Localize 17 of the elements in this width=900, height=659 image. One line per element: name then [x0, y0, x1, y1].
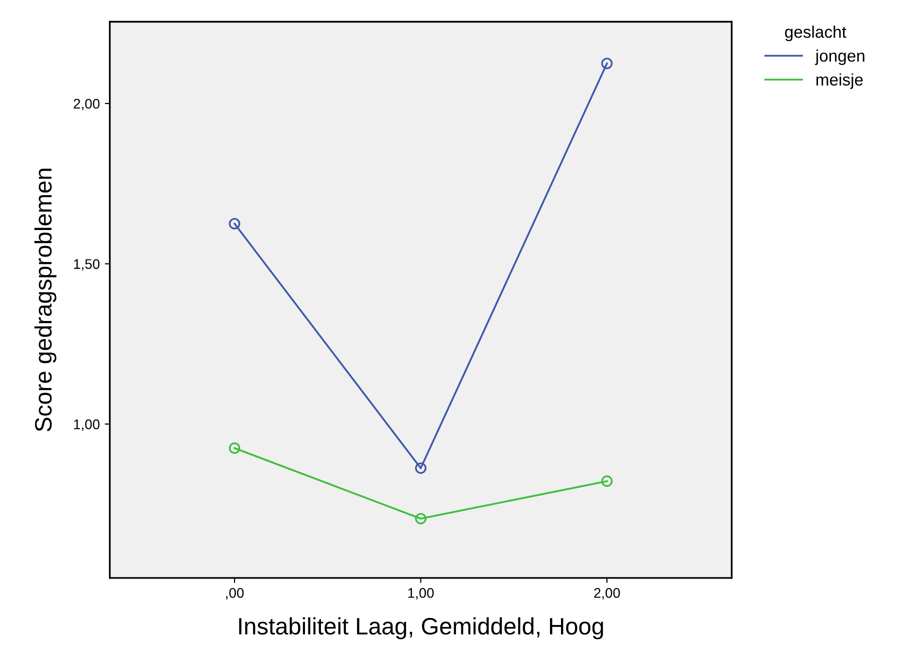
x-tick-label: ,00: [226, 588, 244, 600]
point: [415, 462, 426, 474]
x-tick-label: 2,00: [594, 588, 620, 600]
legend-title: geslacht: [785, 26, 846, 42]
point: [601, 58, 613, 70]
point: [415, 512, 426, 524]
legend-label: jongen: [814, 49, 864, 66]
point: [601, 475, 613, 487]
point: [228, 218, 240, 230]
y-tick-label: 1,50: [74, 259, 100, 271]
y-axis-title: Score gedragsproblemen: [34, 168, 56, 432]
legend-label: meisje: [816, 73, 863, 89]
x-axis-title: Instabiliteit Laag, Gemiddeld, Hoog: [239, 617, 603, 640]
point: [228, 442, 240, 454]
y-tick-label: 2,00: [74, 98, 100, 110]
y-tick-label: 1,00: [74, 419, 100, 431]
x-tick-label: 1,00: [408, 588, 434, 600]
